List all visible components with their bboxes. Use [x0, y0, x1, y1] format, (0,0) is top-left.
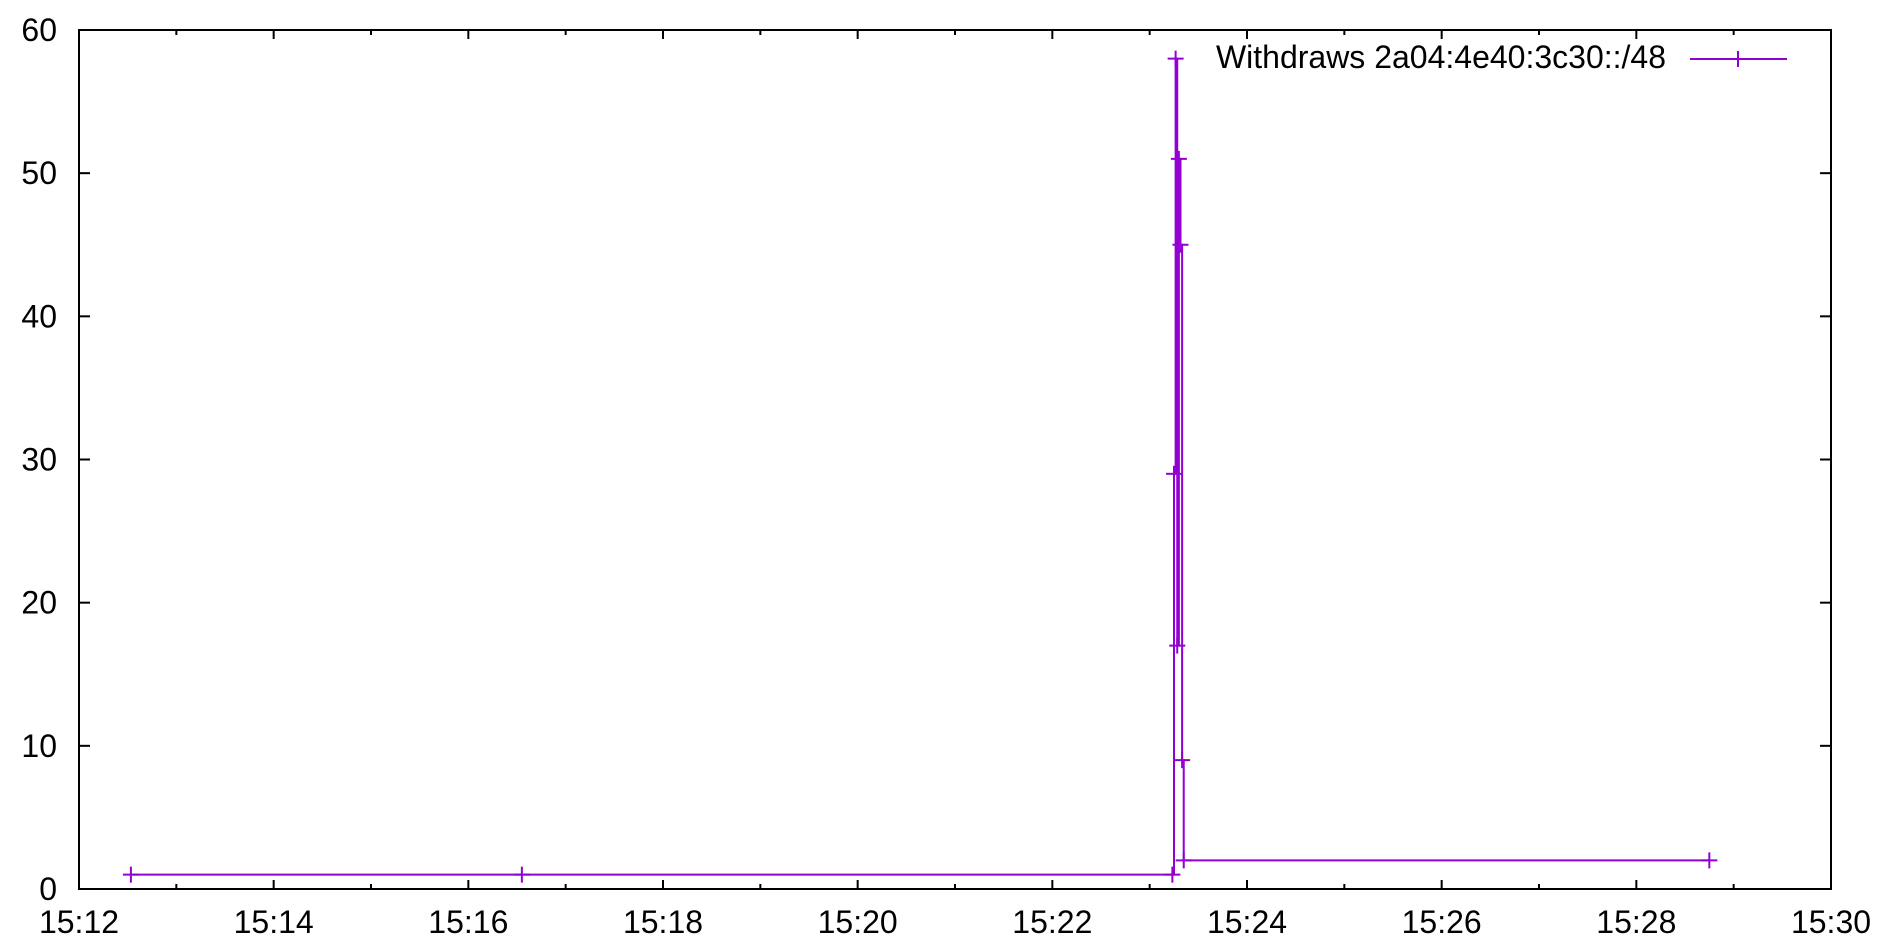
y-tick-label: 60	[21, 12, 57, 48]
y-tick-label: 30	[21, 442, 57, 478]
x-tick-label: 15:12	[39, 904, 119, 937]
y-axis: 0 10 20 30 40 50 60	[21, 12, 1831, 907]
y-tick-label: 0	[39, 871, 57, 907]
data-point	[1174, 752, 1191, 769]
x-tick-label: 15:22	[1012, 904, 1092, 937]
data-point	[1170, 150, 1187, 167]
series-line	[130, 57, 1710, 876]
series-points	[122, 50, 1718, 883]
data-point	[1167, 50, 1184, 67]
data-point	[1175, 852, 1192, 869]
data-point	[1172, 236, 1189, 253]
x-tick-label: 15:28	[1596, 904, 1676, 937]
data-point	[1164, 866, 1181, 883]
y-tick-label: 40	[21, 298, 57, 334]
data-point	[1169, 637, 1186, 654]
legend-label: Withdraws 2a04:4e40:3c30::/48	[1216, 39, 1666, 75]
x-tick-label: 15:18	[623, 904, 703, 937]
x-tick-label: 15:30	[1791, 904, 1871, 937]
data-point	[1166, 465, 1182, 482]
y-tick-label: 50	[21, 155, 57, 191]
x-tick-label: 15:14	[234, 904, 314, 937]
y-tick-label: 20	[21, 585, 57, 621]
y-tick-label: 10	[21, 728, 57, 764]
data-point	[122, 866, 139, 883]
x-tick-label: 15:16	[428, 904, 508, 937]
x-axis: 15:12 15:14 15:16 15:18 15:20 15:22 15:24 15:26…	[39, 30, 1871, 937]
x-tick-label: 15:24	[1207, 904, 1287, 937]
legend: Withdraws 2a04:4e40:3c30::/48	[1216, 39, 1787, 75]
x-tick-label: 15:20	[818, 904, 898, 937]
data-point	[1701, 852, 1718, 869]
data-point	[513, 866, 530, 883]
x-tick-label: 15:26	[1402, 904, 1482, 937]
plot-frame	[78, 29, 1832, 890]
